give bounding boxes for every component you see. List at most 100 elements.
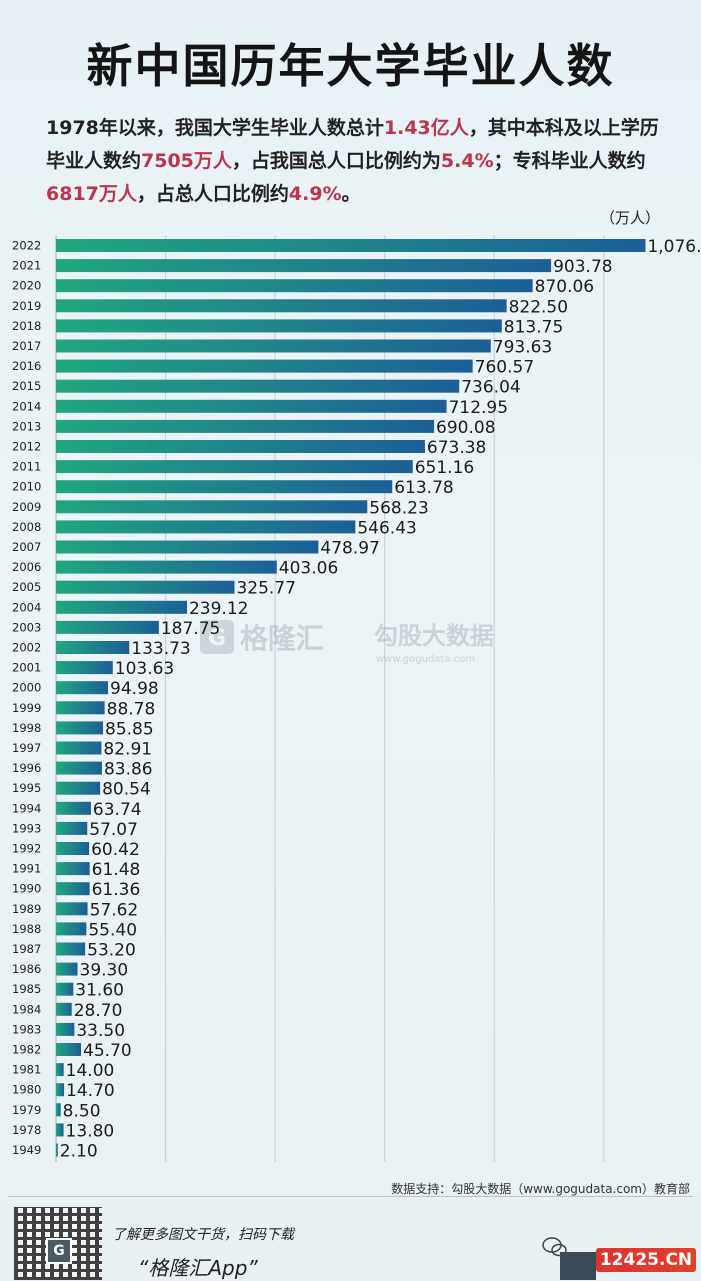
- data-label: 80.54: [102, 780, 151, 800]
- bar: [56, 942, 86, 956]
- watermark-brand-2-url: www.gogudata.com: [376, 654, 475, 665]
- bar: [56, 460, 413, 474]
- corner-logo: [560, 1252, 596, 1280]
- data-label: 673.38: [427, 438, 486, 458]
- data-label: 568.23: [369, 498, 428, 518]
- data-label: 88.78: [107, 699, 156, 719]
- category-label: 1991: [12, 862, 41, 876]
- data-label: 1,076.00: [647, 237, 701, 257]
- qr-logo-icon: G: [46, 1238, 72, 1264]
- data-label: 651.16: [415, 458, 474, 478]
- data-label: 478.97: [320, 539, 379, 559]
- intro-part-1: 1978年以来，我国大学生毕业人数总计: [46, 117, 384, 139]
- category-label: 1982: [12, 1043, 41, 1057]
- bar: [56, 701, 105, 715]
- category-label: 2019: [12, 299, 41, 313]
- data-label: 712.95: [449, 398, 508, 418]
- bar: [56, 620, 159, 634]
- category-label: 2010: [12, 480, 41, 494]
- category-label: 2003: [12, 620, 41, 634]
- footer-divider: [8, 1196, 693, 1197]
- data-label: 187.75: [161, 619, 220, 639]
- bar: [56, 419, 435, 433]
- category-label: 1987: [12, 942, 41, 956]
- category-label: 2007: [12, 540, 41, 554]
- data-label: 103.63: [115, 659, 174, 679]
- bar: [56, 982, 74, 996]
- bar: [56, 781, 101, 795]
- bar: [56, 239, 646, 252]
- intro-part-3: ，占我国总人口比例约为: [231, 150, 441, 172]
- bar: [56, 1083, 65, 1097]
- bar: [56, 399, 447, 413]
- category-label: 1992: [12, 842, 41, 856]
- data-label: 8.50: [63, 1101, 101, 1121]
- category-label: 1994: [12, 801, 41, 815]
- category-label: 2011: [12, 460, 41, 474]
- site-watermark-badge: 12425.CN: [596, 1248, 696, 1272]
- data-source: 数据支持：勾股大数据（www.gogudata.com）教育部: [391, 1182, 690, 1196]
- intro-part-6: 。: [341, 183, 361, 205]
- wechat-icon: [542, 1237, 567, 1257]
- category-label: 2021: [12, 259, 41, 273]
- bar: [56, 500, 368, 514]
- data-label: 613.78: [394, 478, 453, 498]
- bar: [56, 641, 130, 654]
- intro-highlight-junior: 6817万人: [46, 183, 137, 205]
- category-label: 1997: [12, 741, 41, 755]
- qr-code: [14, 1207, 102, 1280]
- category-label: 2002: [12, 641, 41, 655]
- data-label: 13.80: [66, 1121, 115, 1141]
- data-label: 14.70: [66, 1081, 115, 1101]
- bar: [56, 741, 102, 755]
- category-label: 1985: [12, 982, 41, 996]
- bar: [56, 681, 109, 695]
- category-label: 2001: [12, 661, 41, 675]
- bar: [56, 359, 473, 373]
- category-label: 1995: [12, 781, 41, 795]
- data-label: 690.08: [436, 418, 495, 438]
- bar: [56, 922, 87, 936]
- category-label: 1996: [12, 761, 41, 775]
- bar: [56, 520, 356, 534]
- chart-title: 新中国历年大学毕业人数: [86, 39, 615, 93]
- category-label: 1984: [12, 1002, 41, 1016]
- watermark-logo-icon: [200, 620, 234, 654]
- category-label: 2004: [12, 600, 41, 614]
- data-label: 39.30: [80, 961, 129, 981]
- category-label: 1993: [12, 821, 41, 835]
- bar: [56, 1143, 58, 1157]
- category-label: 1986: [12, 962, 41, 976]
- bar: [56, 580, 235, 594]
- watermark-brand-2: 勾股大数据: [374, 622, 494, 650]
- category-label: 1983: [12, 1022, 41, 1036]
- data-label: 31.60: [75, 981, 124, 1001]
- bar: [56, 962, 78, 976]
- category-label: 2014: [12, 399, 41, 413]
- bar: [56, 842, 90, 855]
- bar: [56, 1002, 72, 1016]
- data-label: 63.74: [93, 800, 142, 820]
- data-label: 85.85: [105, 719, 154, 739]
- bar: [56, 1103, 61, 1117]
- category-label: 2015: [12, 379, 41, 393]
- bar: [56, 902, 88, 916]
- category-label: 1949: [12, 1143, 41, 1157]
- bar: [56, 379, 460, 393]
- bar: [56, 882, 90, 896]
- data-label: 61.36: [92, 880, 141, 900]
- intro-part-4: ；专科毕业人数约: [493, 150, 646, 172]
- intro-highlight-junior-pct: 4.9%: [288, 183, 342, 205]
- bar: [56, 862, 90, 876]
- data-label: 53.20: [87, 941, 136, 961]
- bar: [56, 259, 552, 273]
- bar: [56, 1022, 75, 1036]
- category-label: 2009: [12, 500, 41, 514]
- bar: [56, 560, 277, 574]
- unit-label: （万人）: [600, 209, 661, 227]
- data-label: 870.06: [535, 277, 594, 297]
- data-label: 546.43: [357, 518, 416, 538]
- category-label: 1989: [12, 902, 41, 916]
- data-label: 55.40: [88, 920, 137, 940]
- intro-part-5: ，占总人口比例约: [136, 183, 289, 205]
